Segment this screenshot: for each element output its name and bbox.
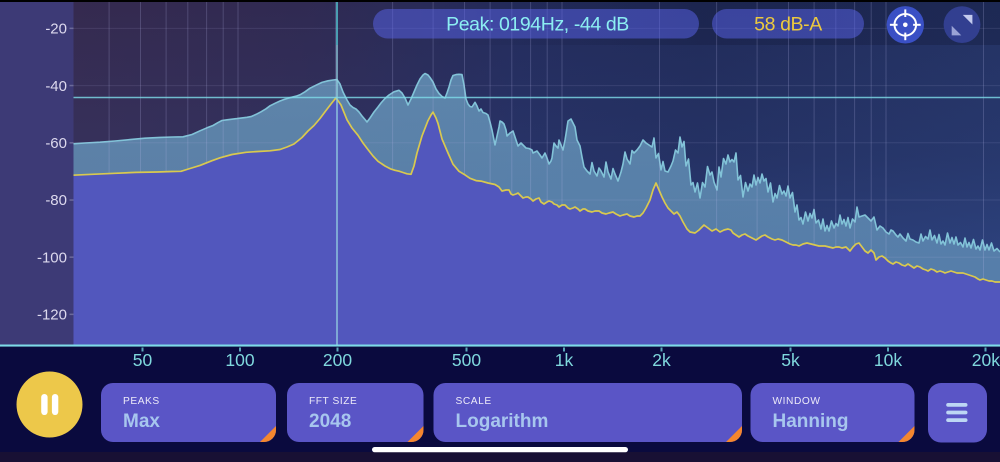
- svg-text:-100: -100: [37, 249, 67, 266]
- svg-text:PEAKS: PEAKS: [123, 396, 160, 407]
- svg-text:-60: -60: [45, 135, 67, 152]
- svg-text:Logarithm: Logarithm: [456, 411, 549, 432]
- svg-text:2048: 2048: [309, 411, 351, 432]
- svg-text:20k: 20k: [972, 350, 1000, 370]
- svg-text:FFT SIZE: FFT SIZE: [309, 396, 357, 407]
- svg-text:200: 200: [323, 350, 352, 370]
- svg-text:1k: 1k: [555, 350, 574, 370]
- svg-text:5k: 5k: [781, 350, 800, 370]
- svg-text:WINDOW: WINDOW: [773, 396, 821, 407]
- svg-text:Peak: 0194Hz, -44 dB: Peak: 0194Hz, -44 dB: [446, 13, 629, 35]
- svg-text:SCALE: SCALE: [456, 396, 492, 407]
- svg-text:10k: 10k: [874, 350, 902, 370]
- svg-text:-120: -120: [37, 307, 67, 324]
- svg-text:-80: -80: [45, 192, 67, 209]
- svg-text:Max: Max: [123, 411, 160, 432]
- svg-text:58 dB-A: 58 dB-A: [754, 13, 822, 35]
- svg-text:500: 500: [452, 350, 481, 370]
- svg-text:-20: -20: [45, 21, 67, 38]
- svg-text:Hanning: Hanning: [773, 411, 849, 432]
- svg-text:2k: 2k: [652, 350, 671, 370]
- svg-text:-40: -40: [45, 78, 67, 95]
- svg-text:50: 50: [133, 350, 153, 370]
- svg-text:100: 100: [225, 350, 254, 370]
